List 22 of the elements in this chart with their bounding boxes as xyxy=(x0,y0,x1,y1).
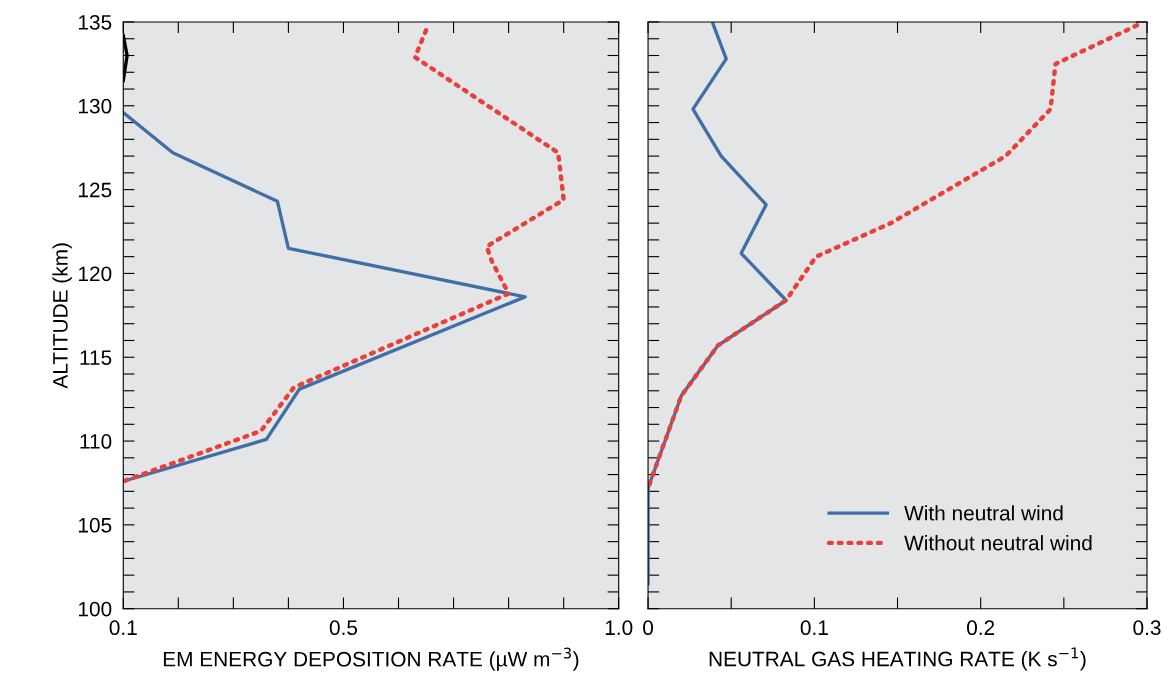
y-tick-label: 125 xyxy=(78,182,112,198)
y-tick-label: 130 xyxy=(78,98,112,114)
line-series xyxy=(123,28,566,484)
y-tick-label: 115 xyxy=(80,350,112,365)
legend-label: With neutral wind xyxy=(904,505,1063,521)
x-tick-label: 0.3 xyxy=(1133,620,1161,636)
x-tick-label: 0.2 xyxy=(967,620,995,636)
y-tick-label: 110 xyxy=(80,434,112,449)
x-tick-label: 0.1 xyxy=(109,620,137,636)
legend-label: Without neutral wind xyxy=(904,535,1092,551)
x-tick-label: 0.5 xyxy=(329,620,358,636)
y-tick-label: 135 xyxy=(78,14,112,30)
x-tick-label: 0 xyxy=(643,620,654,636)
line-series xyxy=(123,110,527,483)
y-tick-label: 100 xyxy=(78,601,112,617)
y-tick-label: 105 xyxy=(78,517,112,533)
x-axis-title: NEUTRAL GAS HEATING RATE (K s$^{−1}$) xyxy=(709,647,1086,671)
x-axis-title: EM ENERGY DEPOSITION RATE (µW m$^{−3}$) xyxy=(163,647,579,671)
x-tick-label: 0.1 xyxy=(800,620,828,636)
y-tick-label: 120 xyxy=(78,266,112,282)
x-tick-label: 1.0 xyxy=(605,620,633,636)
y-axis-title: ALTITUDE (km) xyxy=(52,243,72,389)
